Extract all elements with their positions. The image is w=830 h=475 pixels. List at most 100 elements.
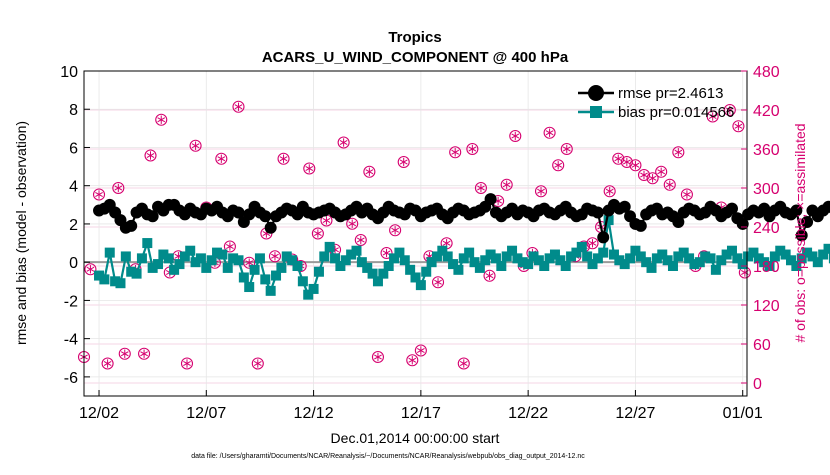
obs-assimilated-star bbox=[614, 156, 623, 162]
x-tick-label: 12/27 bbox=[615, 405, 655, 422]
x-tick-label: 12/17 bbox=[401, 405, 441, 422]
bias-point bbox=[238, 272, 249, 283]
y-right-tick-label: 120 bbox=[753, 298, 780, 315]
obs-possible-circle bbox=[431, 276, 445, 289]
bias-point bbox=[732, 253, 743, 264]
bias-point bbox=[528, 251, 539, 262]
bias-point bbox=[120, 251, 131, 262]
bias-point bbox=[442, 251, 453, 262]
bias-point bbox=[474, 262, 485, 273]
left-axis: -6 -4 -2 0 2 4 6 8 10 bbox=[60, 64, 90, 387]
rmse-point bbox=[232, 206, 245, 219]
obs-count-marker bbox=[346, 217, 359, 230]
obs-assimilated-star bbox=[191, 143, 200, 149]
bias-point bbox=[367, 268, 378, 279]
obs-assimilated-star bbox=[253, 360, 262, 367]
bias-point bbox=[464, 247, 475, 258]
bias-point bbox=[592, 253, 603, 264]
obs-possible-circle bbox=[311, 227, 324, 240]
y-left-tick-label: -6 bbox=[64, 370, 78, 387]
obs-possible-circle bbox=[277, 152, 290, 165]
obs-assimilated-star bbox=[146, 152, 155, 159]
obs-possible-circle bbox=[363, 165, 376, 178]
obs-count-marker bbox=[509, 129, 522, 143]
bias-point bbox=[174, 259, 185, 270]
rmse-point bbox=[259, 210, 272, 223]
obs-possible-circle bbox=[112, 181, 125, 195]
obs-assimilated-star bbox=[674, 149, 683, 155]
bias-point bbox=[785, 255, 796, 266]
obs-assimilated-star bbox=[708, 113, 717, 120]
obs-assimilated-star bbox=[348, 221, 357, 227]
bias-point bbox=[179, 251, 190, 262]
obs-assimilated-star bbox=[120, 351, 129, 357]
obs-assimilated-star bbox=[648, 175, 657, 181]
bias-point bbox=[94, 270, 105, 281]
obs-possible-circle bbox=[354, 233, 367, 247]
obs-count-marker bbox=[560, 142, 573, 156]
rmse-point bbox=[634, 219, 647, 232]
obs-possible-circle bbox=[466, 142, 479, 156]
bias-point bbox=[319, 251, 330, 262]
obs-count-marker bbox=[337, 136, 350, 149]
bias-point bbox=[292, 261, 303, 271]
bias-point bbox=[769, 251, 780, 262]
bias-point bbox=[646, 262, 657, 273]
bias-point bbox=[523, 259, 534, 270]
obs-possible-circle bbox=[380, 246, 393, 260]
obs-count-marker bbox=[380, 246, 393, 260]
obs-assimilated-star bbox=[245, 260, 254, 266]
obs-possible-circle bbox=[84, 263, 97, 276]
bias-point bbox=[818, 249, 829, 260]
bias-point bbox=[517, 257, 528, 268]
y-left-tick-label: 0 bbox=[69, 255, 78, 272]
rmse-point bbox=[672, 216, 685, 229]
obs-assimilated-star bbox=[485, 273, 494, 279]
rmse-point bbox=[795, 229, 808, 242]
y-axis-right-label: # of obs: o=possible; ×=assimilated bbox=[792, 123, 808, 342]
bias-point bbox=[410, 272, 421, 283]
obs-assimilated-star bbox=[477, 185, 485, 191]
bias-point bbox=[260, 274, 271, 285]
obs-assimilated-star bbox=[399, 159, 408, 165]
bias-point bbox=[780, 249, 791, 260]
obs-possible-circle bbox=[637, 168, 651, 182]
bias-point bbox=[496, 261, 507, 271]
obs-count-marker bbox=[543, 126, 556, 139]
bias-point bbox=[244, 282, 255, 293]
chart-subtitle: ACARS_U_WIND_COMPONENT @ 400 hPa bbox=[262, 49, 569, 66]
obs-assimilated-star bbox=[226, 243, 234, 250]
rmse-point bbox=[801, 216, 814, 229]
obs-count-marker bbox=[663, 178, 676, 191]
obs-count-marker bbox=[101, 357, 114, 370]
bias-point bbox=[764, 261, 775, 271]
bias-point bbox=[190, 257, 201, 268]
obs-assimilated-star bbox=[408, 357, 417, 363]
obs-count-marker bbox=[672, 146, 685, 159]
bias-point bbox=[828, 253, 830, 264]
obs-assimilated-star bbox=[588, 240, 597, 246]
obs-possible-circle bbox=[406, 354, 419, 367]
obs-possible-circle bbox=[534, 185, 548, 198]
obs-assimilated-star bbox=[442, 240, 451, 246]
obs-possible-circle bbox=[92, 188, 106, 201]
bias-point bbox=[110, 276, 121, 287]
obs-assimilated-star bbox=[140, 351, 148, 357]
bias-point bbox=[249, 264, 260, 275]
bias-point bbox=[759, 257, 770, 268]
bias-point bbox=[163, 253, 174, 264]
x-tick-label: 12/12 bbox=[294, 405, 334, 422]
obs-count-marker bbox=[311, 227, 324, 240]
obs-assimilated-star bbox=[605, 188, 614, 194]
obs-assimilated-star bbox=[157, 117, 166, 123]
bias-point bbox=[641, 257, 652, 268]
bias-point bbox=[694, 257, 705, 268]
rmse-point bbox=[125, 219, 138, 232]
bias-point bbox=[603, 215, 614, 226]
plot-area bbox=[84, 71, 747, 396]
y-right-tick-label: 180 bbox=[753, 259, 780, 276]
bias-point bbox=[437, 245, 448, 256]
obs-possible-circle bbox=[397, 155, 410, 169]
bias-point bbox=[340, 255, 351, 266]
